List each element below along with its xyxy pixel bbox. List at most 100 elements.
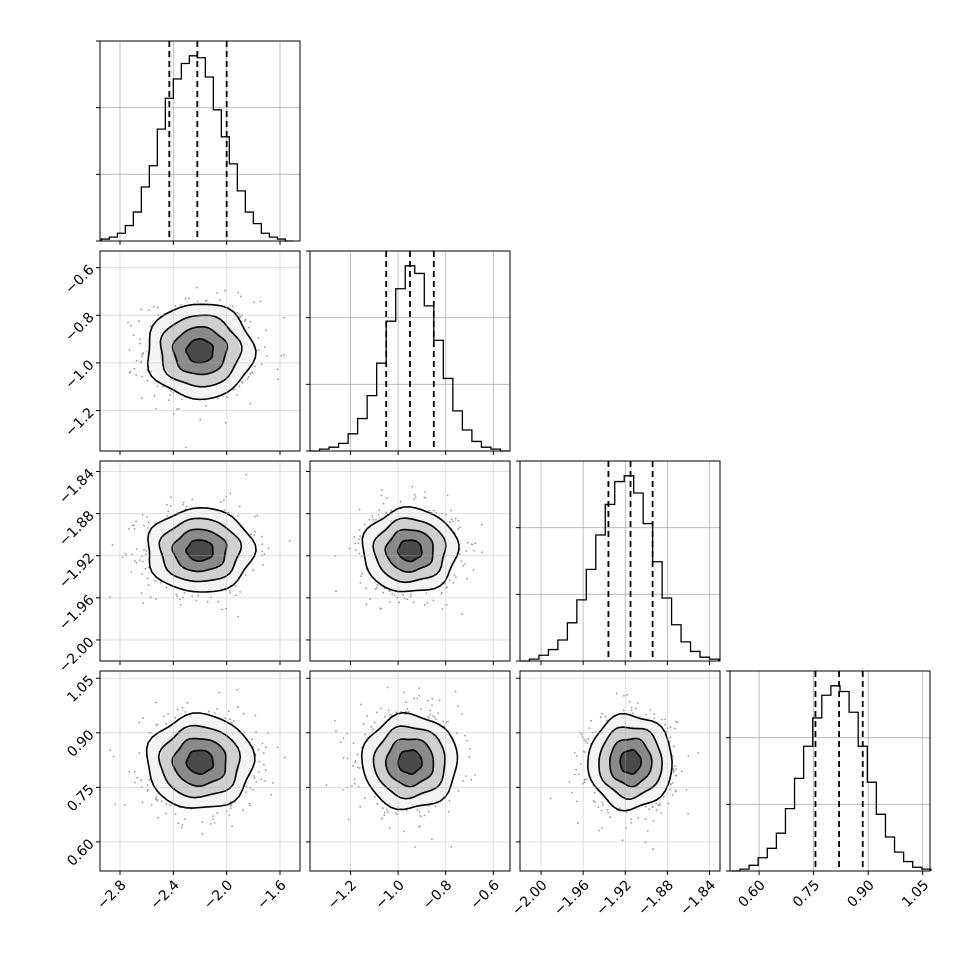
sample-point bbox=[447, 720, 449, 723]
sample-point bbox=[457, 790, 460, 792]
sample-point bbox=[267, 547, 270, 550]
sample-point bbox=[356, 753, 359, 756]
sample-point bbox=[667, 802, 670, 805]
sample-point bbox=[140, 573, 143, 575]
sample-point bbox=[660, 718, 663, 721]
sample-point bbox=[216, 397, 219, 400]
sample-point bbox=[669, 788, 671, 791]
sample-point bbox=[191, 498, 194, 501]
sample-point bbox=[391, 593, 394, 595]
y-tick-label: 0.90 bbox=[64, 727, 97, 760]
panel-frame bbox=[99, 460, 301, 662]
sample-point bbox=[653, 717, 655, 720]
sample-point bbox=[585, 778, 587, 781]
sample-point bbox=[450, 845, 453, 848]
sample-point bbox=[652, 848, 655, 851]
sample-point bbox=[146, 784, 149, 787]
sample-point bbox=[409, 595, 412, 598]
y-tick-label: −1.88 bbox=[56, 508, 98, 550]
sample-point bbox=[359, 582, 362, 584]
sample-point bbox=[435, 718, 437, 721]
sample-point bbox=[160, 800, 163, 803]
sample-point bbox=[660, 812, 663, 814]
density-contour bbox=[372, 725, 446, 800]
sample-point bbox=[351, 785, 353, 787]
sample-point bbox=[575, 755, 578, 757]
sample-point bbox=[276, 368, 279, 371]
sample-point bbox=[664, 718, 666, 721]
sample-point bbox=[386, 686, 389, 689]
density-contour bbox=[171, 737, 227, 788]
sample-point bbox=[680, 770, 683, 773]
sample-point bbox=[251, 371, 254, 374]
sample-point bbox=[263, 553, 266, 556]
sample-point bbox=[630, 818, 633, 821]
sample-point bbox=[448, 799, 451, 802]
panel-frame bbox=[99, 670, 301, 872]
sample-point bbox=[427, 699, 429, 702]
sample-point bbox=[672, 755, 674, 758]
x-tick-label: −2.4 bbox=[148, 877, 183, 912]
sample-point bbox=[340, 741, 342, 744]
sample-point bbox=[213, 712, 216, 714]
sample-point bbox=[360, 575, 362, 578]
y-tick-label: −1.92 bbox=[56, 550, 98, 592]
density-panel-2-1 bbox=[96, 250, 301, 455]
sample-point bbox=[676, 721, 679, 724]
y-tick-label: −0.8 bbox=[62, 310, 97, 345]
x-tick-label: 0.90 bbox=[844, 877, 877, 910]
density-contour bbox=[157, 724, 242, 799]
sample-point bbox=[237, 615, 240, 618]
sample-point bbox=[239, 591, 242, 593]
x-tick-label: −1.92 bbox=[593, 877, 635, 919]
sample-point bbox=[438, 699, 441, 702]
sample-point bbox=[606, 808, 609, 811]
sample-point bbox=[657, 804, 659, 807]
sample-point bbox=[231, 305, 234, 308]
sample-point bbox=[146, 527, 149, 529]
sample-point bbox=[252, 788, 254, 791]
sample-point bbox=[180, 826, 183, 829]
sample-point bbox=[644, 818, 647, 820]
sample-point bbox=[375, 711, 378, 714]
sample-point bbox=[229, 807, 232, 809]
density-contour bbox=[185, 338, 215, 364]
sample-point bbox=[384, 716, 386, 718]
sample-point bbox=[167, 713, 170, 715]
sample-point bbox=[191, 595, 194, 597]
sample-point bbox=[626, 693, 628, 696]
sample-point bbox=[177, 822, 180, 825]
sample-point bbox=[464, 563, 466, 565]
sample-point bbox=[433, 509, 435, 512]
sample-point bbox=[403, 830, 406, 833]
sample-point bbox=[424, 491, 426, 493]
sample-point bbox=[138, 342, 141, 345]
sample-point bbox=[697, 752, 699, 754]
density-fill bbox=[186, 339, 214, 363]
sample-point bbox=[235, 594, 237, 597]
density-contour bbox=[598, 726, 663, 801]
sample-point bbox=[646, 830, 649, 832]
density-panel-3-1 bbox=[96, 460, 301, 665]
sample-point bbox=[199, 418, 202, 421]
sample-point bbox=[223, 499, 225, 502]
sample-point bbox=[685, 789, 688, 791]
y-tick-label: 1.05 bbox=[64, 673, 97, 706]
sample-point bbox=[398, 601, 401, 604]
sample-point bbox=[237, 291, 240, 294]
sample-point bbox=[380, 494, 383, 497]
sample-point bbox=[147, 521, 150, 524]
sample-point bbox=[261, 543, 264, 545]
sample-point bbox=[366, 715, 368, 718]
sample-point bbox=[462, 779, 464, 782]
sample-point bbox=[165, 503, 168, 506]
sample-point bbox=[146, 379, 149, 382]
sample-point bbox=[664, 723, 666, 726]
sample-point bbox=[257, 337, 260, 339]
y-tick-label: −2.00 bbox=[56, 634, 98, 676]
sample-point bbox=[621, 839, 624, 842]
sample-point bbox=[673, 727, 676, 730]
sample-point bbox=[363, 797, 366, 800]
density-contour bbox=[158, 517, 243, 583]
